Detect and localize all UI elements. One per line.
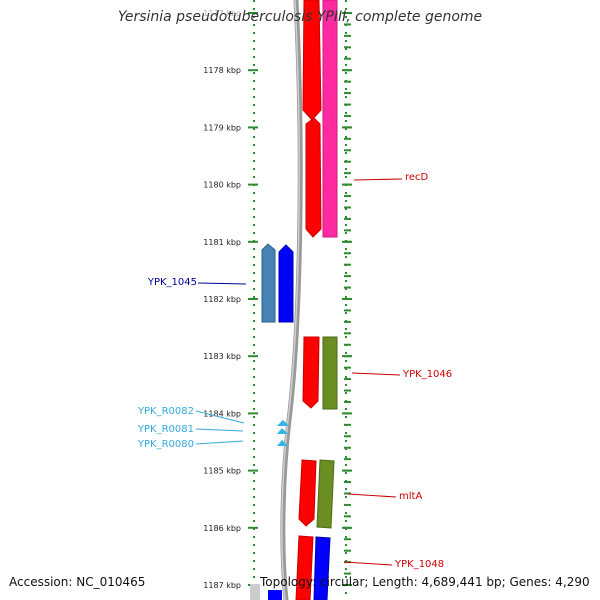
leader-YPK_1046 [351, 372, 401, 376]
ruler-tick-label: 1184 kbp [203, 409, 241, 418]
rna-YPK_R0082-b [277, 420, 289, 426]
gene-blue-YPK_1048 [313, 536, 331, 600]
gene-steelblue-YPK_1045 [261, 243, 276, 323]
gene-red-recD [305, 117, 322, 238]
label-YPK_R0082: YPK_R0082 [137, 406, 194, 417]
rna-YPK_R0080 [277, 440, 288, 446]
label-YPK_R0080: YPK_R0080 [137, 439, 194, 450]
gene-olive-YPK_1046 [322, 336, 338, 410]
label-YPK_R0081: YPK_R0081 [137, 424, 194, 435]
gene-red-YPK_1046 [302, 336, 320, 409]
leader-YPK_R0080 [195, 440, 244, 445]
ruler-tick-label: 1183 kbp [203, 352, 241, 361]
ruler-tick-label: 1185 kbp [203, 467, 241, 476]
map-title: Yersinia pseudotuberculosis YPIII, compl… [117, 9, 483, 25]
ruler-tick-label: 1179 kbp [203, 123, 241, 132]
leader-YPK_R0082 [195, 410, 245, 424]
ruler-tick-label: 1186 kbp [203, 524, 241, 533]
gene-gray-bottom [250, 584, 260, 600]
gene-blue-YPK_1045 [278, 244, 294, 323]
gene-red-mltA [298, 459, 317, 527]
leader-YPK_R0081 [195, 428, 244, 432]
ruler-tick-label: 1187 kbp [203, 581, 241, 590]
ruler-tick-label: 1180 kbp [203, 181, 241, 190]
gene-pink [322, 0, 338, 238]
label-recD: recD [405, 172, 429, 183]
leader-YPK_1048 [343, 561, 393, 566]
ruler-tick-label: 1181 kbp [203, 238, 241, 247]
accession-text: Accession: NC_010465 [9, 575, 146, 589]
gene-blue-bottom [268, 590, 282, 600]
gene-red-upper [302, 0, 322, 121]
ruler-tick-label: 1182 kbp [203, 295, 241, 304]
label-mltA: mltA [399, 491, 422, 502]
gene-olive-mltA [316, 459, 335, 529]
label-YPK_1046: YPK_1046 [402, 369, 452, 380]
label-YPK_1045: YPK_1045 [147, 277, 197, 288]
ruler-tick-labels: 1177 kbp 1178 kbp 1179 kbp 1180 kbp 1181 kbp… [203, 9, 241, 590]
genome-backbone-highlight [281, 0, 300, 600]
rna-YPK_R0081 [277, 428, 288, 434]
gene-red-lower [295, 535, 314, 600]
ruler-tick-label: 1178 kbp [203, 66, 241, 75]
leader-YPK_1045 [197, 282, 247, 285]
ruler-tick-label: 1177 kbp [203, 9, 241, 18]
genome-backbone [280, 0, 303, 600]
leader-recD [353, 178, 403, 181]
label-YPK_1048: YPK_1048 [394, 559, 444, 570]
leader-mltA [347, 493, 397, 498]
topology-text: Topology: circular; Length: 4,689,441 bp… [260, 575, 590, 589]
